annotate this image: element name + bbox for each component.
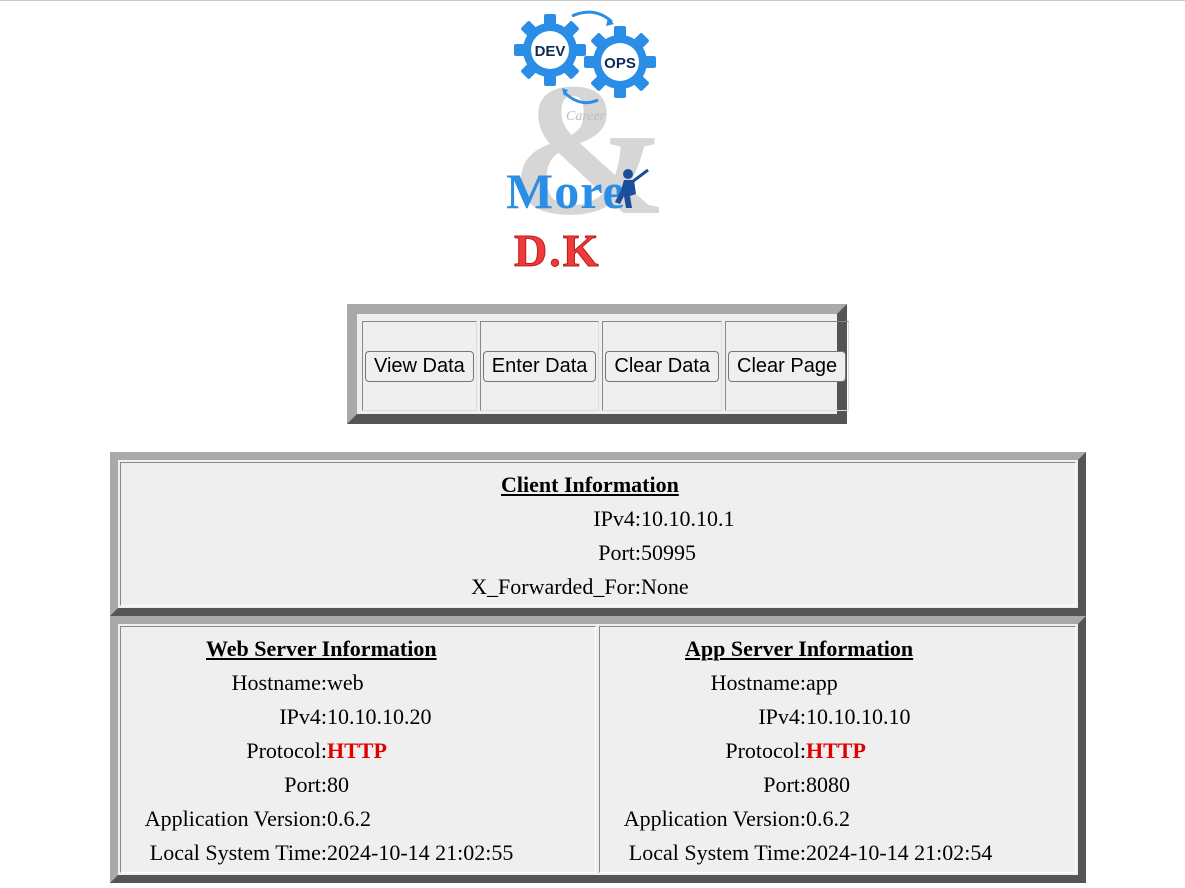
dev-text: DEV [535, 43, 566, 60]
client-information-cell: Client Information IPv4: 10.10.10.1 Port… [120, 462, 1076, 606]
web-version-label: Application Version: [144, 806, 327, 831]
web-version-value: 0.6.2 [327, 806, 371, 831]
web-protocol-label: Protocol: [246, 738, 327, 763]
web-server-cell: Web Server Information Hostname: web IPv… [120, 626, 596, 873]
client-port-value: 50995 [641, 540, 696, 565]
view-data-button[interactable]: View Data [365, 350, 474, 382]
clear-data-button[interactable]: Clear Data [605, 350, 720, 382]
web-time-value: 2024-10-14 21:02:55 [327, 840, 514, 865]
dk-text: D.K [514, 225, 601, 276]
more-text: More [506, 163, 626, 219]
web-ipv4-label: IPv4: [279, 704, 327, 729]
logo-watermark-text: Career [566, 109, 606, 124]
clear-data-cell: Clear Data [602, 321, 723, 411]
web-protocol-value: HTTP [327, 738, 387, 763]
action-button-panel: View Data Enter Data Clear Data Clear Pa… [347, 304, 850, 424]
app-protocol-label: Protocol: [725, 738, 806, 763]
dev-gear-icon: DEV [514, 14, 586, 86]
web-server-heading: Web Server Information [206, 636, 437, 661]
clear-page-cell: Clear Page [725, 321, 850, 411]
client-port-label: Port: [598, 540, 641, 565]
app-ipv4-label: IPv4: [758, 704, 806, 729]
server-information-panel: Web Server Information Hostname: web IPv… [110, 616, 1086, 883]
app-time-value: 2024-10-14 21:02:54 [806, 840, 993, 865]
enter-data-button[interactable]: Enter Data [482, 350, 597, 382]
client-xff-value: None [641, 574, 689, 599]
person-icon [615, 168, 649, 208]
svg-text:&: & [510, 45, 668, 255]
top-rule [0, 0, 1185, 1]
web-ipv4-value: 10.10.10.20 [327, 704, 432, 729]
web-port-value: 80 [327, 772, 349, 797]
web-port-label: Port: [284, 772, 327, 797]
action-button-table: View Data Enter Data Clear Data Clear Pa… [359, 318, 852, 414]
ops-gear-icon: OPS [584, 26, 656, 98]
app-version-label: Application Version: [623, 806, 806, 831]
app-hostname-value: app [806, 670, 838, 695]
client-ipv4-value: 10.10.10.1 [641, 506, 735, 531]
devops-more-dk-logo: & Career DEV [500, 8, 685, 278]
app-server-cell: App Server Information Hostname: app IPv… [599, 626, 1076, 873]
enter-data-cell: Enter Data [479, 321, 600, 411]
clear-page-button[interactable]: Clear Page [728, 350, 847, 382]
app-server-heading: App Server Information [685, 636, 914, 661]
client-information-panel: Client Information IPv4: 10.10.10.1 Port… [110, 452, 1086, 616]
ops-text: OPS [604, 55, 636, 72]
app-protocol-value: HTTP [806, 738, 866, 763]
cycle-arrow-icon [571, 10, 614, 24]
web-hostname-label: Hostname: [231, 670, 327, 695]
client-ipv4-label: IPv4: [593, 506, 641, 531]
app-version-value: 0.6.2 [806, 806, 850, 831]
app-port-label: Port: [763, 772, 806, 797]
app-time-label: Local System Time: [628, 840, 806, 865]
app-port-value: 8080 [806, 772, 850, 797]
view-data-cell: View Data [362, 321, 477, 411]
client-xff-label: X_Forwarded_For: [471, 574, 641, 599]
web-time-label: Local System Time: [149, 840, 327, 865]
web-hostname-value: web [327, 670, 364, 695]
app-hostname-label: Hostname: [710, 670, 806, 695]
client-information-heading: Client Information [501, 472, 679, 497]
app-ipv4-value: 10.10.10.10 [806, 704, 911, 729]
